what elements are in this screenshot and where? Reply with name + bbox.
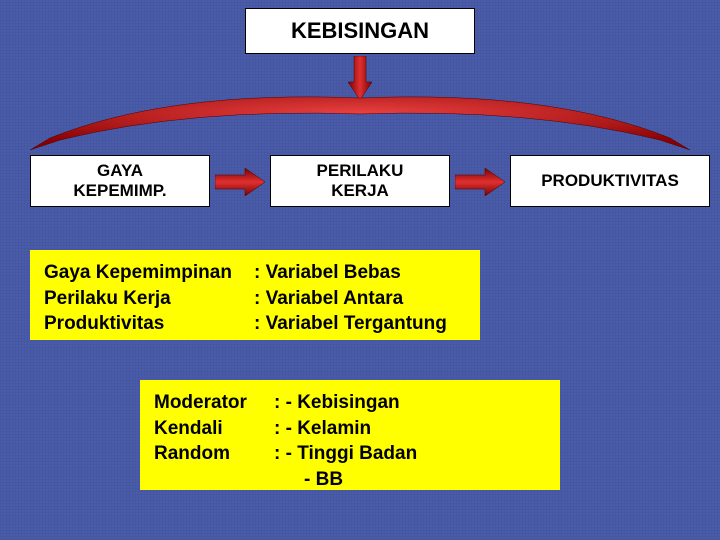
box2-line1: PERILAKU	[317, 161, 404, 181]
mod-value: : - Kebisingan	[274, 390, 546, 416]
top-box-kebisingan: KEBISINGAN	[245, 8, 475, 54]
mod-label: Kendali	[154, 416, 274, 442]
box-gaya-kepemimp: GAYA KEPEMIMP.	[30, 155, 210, 207]
mod-row: - BB	[154, 467, 546, 493]
def-value: : Variabel Bebas	[254, 260, 466, 286]
definitions-panel: Gaya Kepemimpinan : Variabel Bebas Peril…	[30, 250, 480, 340]
mod-label: Moderator	[154, 390, 274, 416]
def-row: Perilaku Kerja : Variabel Antara	[44, 286, 466, 312]
box-produktivitas: PRODUKTIVITAS	[510, 155, 710, 207]
mod-label	[154, 467, 274, 493]
mod-value: : - Kelamin	[274, 416, 546, 442]
mod-row: Moderator : - Kebisingan	[154, 390, 546, 416]
def-value: : Variabel Antara	[254, 286, 466, 312]
def-label: Produktivitas	[44, 311, 254, 337]
box1-line1: GAYA	[73, 161, 166, 181]
def-label: Gaya Kepemimpinan	[44, 260, 254, 286]
mod-row: Kendali : - Kelamin	[154, 416, 546, 442]
mod-label: Random	[154, 441, 274, 467]
box2-line2: KERJA	[317, 181, 404, 201]
def-row: Gaya Kepemimpinan : Variabel Bebas	[44, 260, 466, 286]
def-value: : Variabel Tergantung	[254, 311, 466, 337]
box1-line2: KEPEMIMP.	[73, 181, 166, 201]
mod-extra: - BB	[274, 467, 546, 493]
def-label: Perilaku Kerja	[44, 286, 254, 312]
right-arrow-2-icon	[455, 168, 505, 196]
mod-value: : - Tinggi Badan	[274, 441, 546, 467]
mod-row: Random : - Tinggi Badan	[154, 441, 546, 467]
box3-label: PRODUKTIVITAS	[541, 171, 679, 191]
swoosh-arrows-icon	[30, 90, 690, 150]
right-arrow-1-icon	[215, 168, 265, 196]
top-box-label: KEBISINGAN	[291, 18, 429, 44]
box-perilaku-kerja: PERILAKU KERJA	[270, 155, 450, 207]
moderator-panel: Moderator : - Kebisingan Kendali : - Kel…	[140, 380, 560, 490]
def-row: Produktivitas : Variabel Tergantung	[44, 311, 466, 337]
